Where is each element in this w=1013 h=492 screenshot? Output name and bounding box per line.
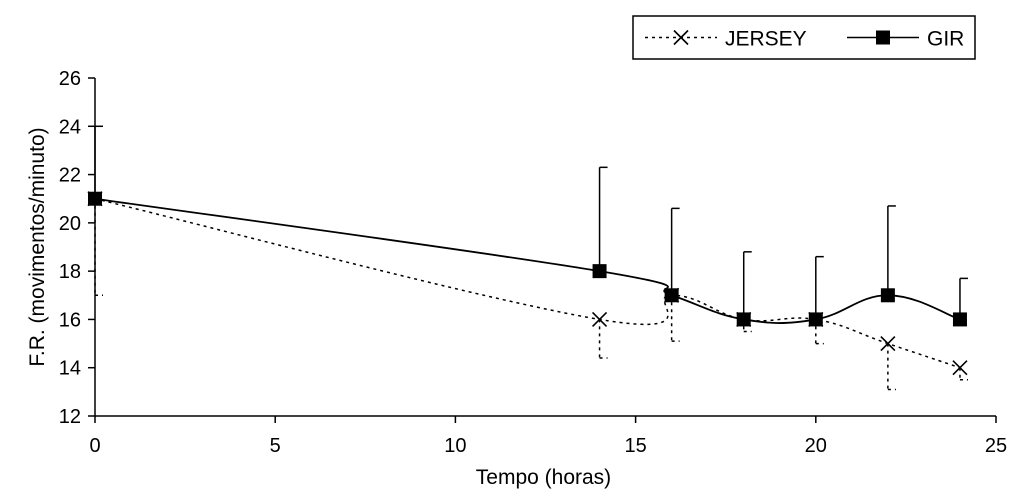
series-line <box>94 197 961 369</box>
legend-label: JERSEY <box>725 28 807 51</box>
y-tick-label: 14 <box>59 358 81 380</box>
data-point <box>808 312 823 327</box>
legend-item-gir: GIR <box>847 28 964 51</box>
x-tick-label: 25 <box>985 435 1007 457</box>
x-tick-label: 0 <box>89 435 100 457</box>
y-tick-label: 20 <box>59 213 81 235</box>
x-tick-label: 10 <box>444 435 466 457</box>
series-gir <box>88 125 968 327</box>
data-point <box>880 336 896 352</box>
y-tick-label: 16 <box>59 309 81 331</box>
ticks: 0 5 10 15 20 25 12 14 16 18 20 22 24 26 <box>59 68 1007 457</box>
legend-label: GIR <box>927 28 964 51</box>
data-point <box>952 312 967 327</box>
data-point <box>736 312 751 327</box>
series-layer <box>87 125 968 391</box>
x-tick-label: 5 <box>270 435 281 457</box>
x-axis-title: Tempo (horas) <box>476 466 611 489</box>
y-tick-label: 12 <box>59 406 81 428</box>
legend-marker <box>673 29 689 46</box>
y-tick-label: 22 <box>59 165 81 187</box>
series-jersey <box>87 191 968 391</box>
data-point <box>664 288 679 303</box>
data-point <box>591 311 608 327</box>
y-axis-title: F.R. (movimentos/minuto) <box>26 127 49 366</box>
legend: JERSEY GIR <box>632 15 976 60</box>
y-tick-label: 18 <box>59 261 81 283</box>
y-tick-label: 26 <box>59 68 81 90</box>
data-point <box>592 264 607 279</box>
data-point <box>952 360 968 376</box>
series-line <box>94 197 961 324</box>
legend-marker <box>876 30 890 45</box>
axes <box>94 78 996 417</box>
legend-item-jersey: JERSEY <box>645 28 807 51</box>
y-tick-label: 24 <box>59 116 81 138</box>
x-tick-label: 20 <box>805 435 827 457</box>
data-point <box>880 288 895 303</box>
x-tick-label: 15 <box>624 435 646 457</box>
